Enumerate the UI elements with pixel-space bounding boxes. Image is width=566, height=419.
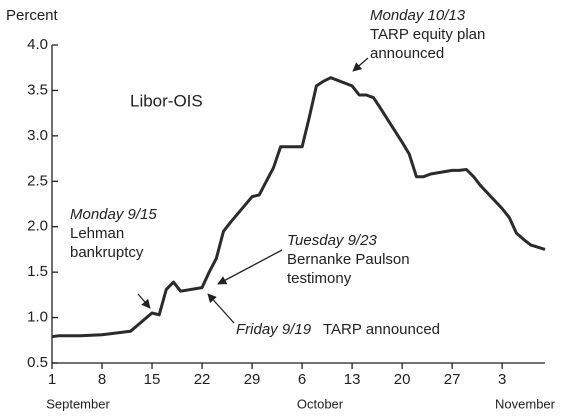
y-tick-label: 3.0 (27, 127, 48, 144)
x-tick-label: 15 (144, 371, 161, 388)
x-tick-label: 8 (98, 371, 106, 388)
arrow (217, 249, 283, 285)
x-tick-label: 1 (48, 371, 56, 388)
annotation: bankruptcy (70, 244, 144, 261)
annotation: TARP equity plan (370, 26, 485, 43)
annotation: Monday 10/13 (370, 7, 466, 24)
x-tick-label: 29 (244, 371, 261, 388)
x-tick-label: 22 (194, 371, 211, 388)
month-label: October (297, 396, 344, 411)
arrows (137, 57, 369, 324)
x-tick-label: 20 (394, 371, 411, 388)
month-label: September (46, 396, 110, 411)
y-tick-label: 0.5 (27, 354, 48, 371)
arrow (137, 293, 151, 309)
y-tick-label: 1.0 (27, 309, 48, 326)
y-tick-label: 2.5 (27, 172, 48, 189)
y-tick-label: 2.0 (27, 218, 48, 235)
x-tick-label: 3 (498, 371, 506, 388)
y-tick-label: 3.5 (27, 81, 48, 98)
annotation: Monday 9/15 (70, 206, 157, 223)
x-tick-label: 27 (444, 371, 461, 388)
x-tick-label: 13 (344, 371, 361, 388)
annotation: Friday 9/19 (236, 321, 312, 338)
annotation: testimony (287, 270, 352, 287)
x-tick-label: 6 (298, 371, 306, 388)
annotation: announced (370, 45, 444, 62)
y-axis-label: Percent (6, 7, 59, 24)
arrow (352, 57, 369, 72)
month-label: November (495, 396, 556, 411)
annotation: Tuesday 9/23 (287, 232, 377, 249)
arrow (207, 293, 235, 324)
data-line (51, 76, 546, 339)
y-tick-label: 1.5 (27, 263, 48, 280)
series-label: Libor-OIS (130, 91, 203, 110)
y-tick-label: 4.0 (27, 36, 48, 53)
annotation: Lehman (70, 225, 124, 242)
annotation: Bernanke Paulson (287, 251, 410, 268)
annotation: TARP announced (323, 321, 440, 338)
